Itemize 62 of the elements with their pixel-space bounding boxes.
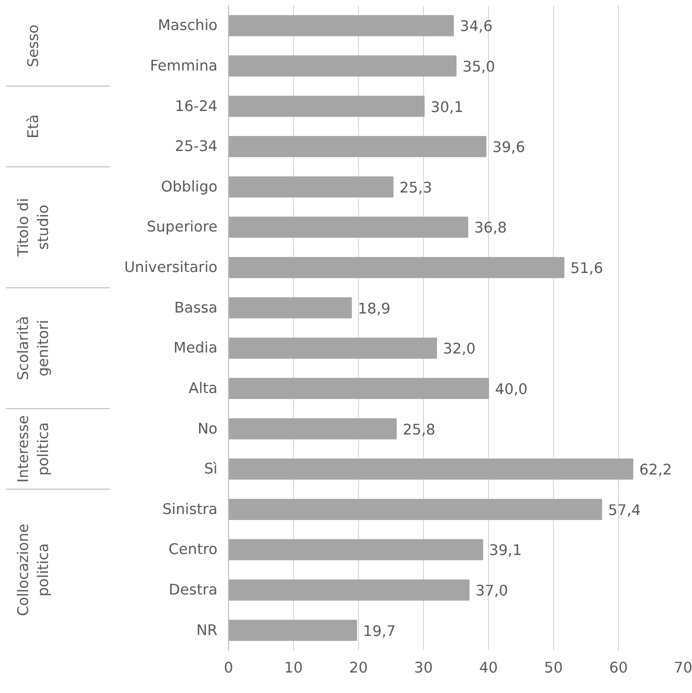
y-tick-label: Obbligo bbox=[160, 178, 218, 196]
y-tick-label: NR bbox=[196, 622, 218, 639]
x-tick-label: 70 bbox=[674, 660, 692, 676]
bar bbox=[228, 378, 489, 400]
bar bbox=[228, 55, 456, 77]
y-tick-label: Maschio bbox=[158, 17, 218, 34]
y-tick-label: Sinistra bbox=[162, 500, 218, 518]
bar bbox=[228, 15, 454, 36]
text: Collocazione politica bbox=[14, 524, 52, 616]
y-tick-label: Universitario bbox=[124, 259, 218, 276]
bar bbox=[228, 539, 484, 560]
bar bbox=[228, 297, 352, 318]
data-label: 34,6 bbox=[460, 18, 493, 36]
y-tick-label: Bassa bbox=[174, 299, 218, 316]
data-label: 57,4 bbox=[608, 502, 641, 519]
bar bbox=[228, 338, 437, 359]
y-tick-label: Femmina bbox=[150, 57, 218, 74]
data-label: 18,9 bbox=[358, 300, 390, 318]
data-label: 51,6 bbox=[570, 260, 604, 278]
bar bbox=[228, 498, 602, 520]
bar bbox=[228, 216, 468, 238]
data-label: 36,8 bbox=[474, 220, 507, 237]
bar bbox=[228, 96, 425, 117]
bar bbox=[228, 176, 394, 198]
y-tick-label: Sì bbox=[204, 460, 218, 478]
text: Titolo di studio bbox=[14, 198, 52, 258]
text: Interesse politica bbox=[14, 415, 52, 483]
text: Età bbox=[25, 114, 42, 138]
data-label: 25,8 bbox=[402, 421, 436, 438]
data-label: 25,3 bbox=[399, 179, 432, 196]
x-tick-label: 30 bbox=[414, 660, 433, 676]
data-label: 62,2 bbox=[639, 462, 672, 479]
data-label: 30,1 bbox=[430, 98, 464, 116]
data-label: 37,0 bbox=[476, 582, 508, 600]
x-tick-label: 50 bbox=[544, 660, 563, 676]
text: Scolarità genitori bbox=[14, 316, 52, 380]
y-tick-label: Centro bbox=[168, 541, 218, 558]
bar bbox=[228, 136, 486, 158]
y-tick-label: Superiore bbox=[146, 218, 218, 236]
x-tick-label: 20 bbox=[349, 660, 368, 676]
x-tick-label: 0 bbox=[224, 660, 234, 676]
x-tick-label: 60 bbox=[609, 660, 628, 676]
bar bbox=[228, 620, 358, 641]
data-label: 39,1 bbox=[489, 542, 522, 560]
x-tick-label: 40 bbox=[479, 660, 498, 676]
data-label: 19,7 bbox=[363, 622, 396, 640]
y-tick-label: Destra bbox=[168, 582, 218, 599]
y-tick-label: Alta bbox=[188, 380, 218, 397]
data-label: 40,0 bbox=[495, 380, 528, 398]
text: Sesso bbox=[25, 24, 42, 68]
data-label: 32,0 bbox=[443, 340, 476, 358]
bar bbox=[228, 418, 397, 440]
data-label: 39,6 bbox=[492, 139, 526, 156]
y-tick-label: No bbox=[198, 420, 218, 438]
y-tick-label: 16-24 bbox=[174, 98, 218, 115]
bar bbox=[228, 458, 634, 480]
x-tick-label: 10 bbox=[284, 660, 303, 676]
data-label: 35,0 bbox=[462, 58, 496, 76]
bar bbox=[228, 579, 470, 601]
y-tick-label: 25-34 bbox=[174, 138, 218, 156]
y-tick-label: Media bbox=[173, 340, 218, 357]
bar bbox=[228, 256, 564, 278]
